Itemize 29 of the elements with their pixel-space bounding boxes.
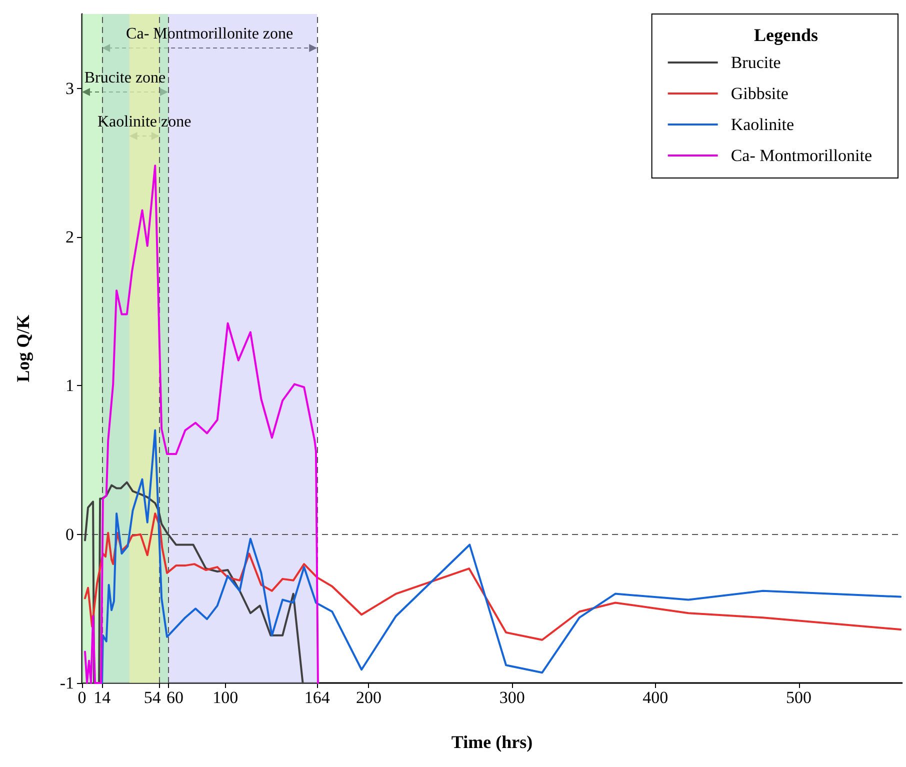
line-series	[101, 429, 902, 684]
line-series	[84, 512, 902, 641]
x-axis-title: Time (hrs)	[451, 732, 533, 752]
x-tick-label: 54	[144, 688, 162, 707]
line-series	[84, 481, 304, 684]
legend-title: Legends	[754, 25, 818, 45]
y-tick-label: -1	[60, 674, 74, 692]
x-tick-label: 60	[166, 688, 184, 707]
legend-label: Ca- Montmorillonite	[730, 146, 872, 165]
x-tick-label: 100	[212, 688, 238, 707]
y-tick-label: 3	[66, 78, 74, 98]
x-tick-label: 300	[499, 688, 525, 707]
legend-label: Brucite	[730, 53, 781, 72]
legend-label: Kaolinite	[730, 115, 794, 134]
y-tick-label: 0	[66, 524, 74, 544]
x-tick-label: 164	[304, 688, 330, 707]
x-tick-label: 500	[786, 688, 812, 707]
x-tick-label: 400	[642, 688, 668, 707]
band-label: Kaolinite zone	[97, 114, 192, 130]
y-axis-title: Log Q/K	[13, 314, 33, 382]
y-tick-label: 2	[66, 228, 74, 246]
x-tick-label: 200	[356, 688, 382, 707]
band-label: Brucite zone	[84, 70, 166, 86]
y-tick-label: 1	[66, 376, 74, 396]
line-series	[84, 164, 319, 684]
band-label: Ca- Montmorillonite zone	[126, 26, 294, 42]
x-tick-label: 0	[78, 688, 86, 707]
legend-label: Gibbsite	[730, 84, 788, 103]
x-tick-label: 14	[94, 688, 112, 707]
